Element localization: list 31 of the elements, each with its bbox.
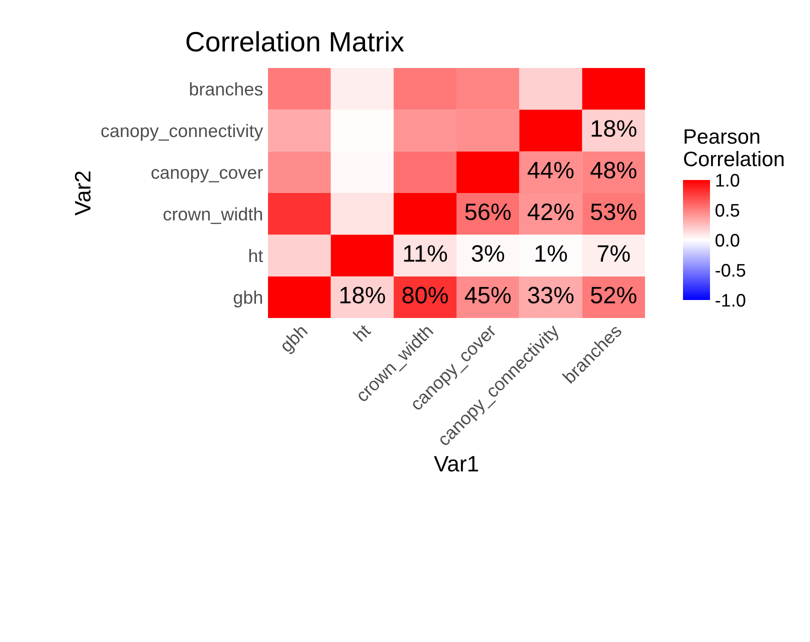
data-label: 53% <box>590 203 636 220</box>
y-tick-label: canopy_cover <box>152 168 263 182</box>
x-axis-title: Var1 <box>434 456 478 472</box>
y-tick-label: branches <box>190 82 262 96</box>
color-bar-label: 1.0 <box>716 174 740 187</box>
data-label: 48% <box>590 162 636 179</box>
y-axis-title: Var2 <box>74 171 91 216</box>
chart-title: Correlation Matrix <box>186 31 404 52</box>
color-bar-title: Pearson Correlation <box>684 129 784 166</box>
data-label: 33% <box>528 286 574 304</box>
data-label: 80% <box>402 286 448 304</box>
data-label: 44% <box>528 162 574 178</box>
y-tick-label: gbh <box>234 290 262 308</box>
x-tick-label: gbh <box>278 324 310 356</box>
data-label: 45% <box>464 286 511 304</box>
color-bar-label: 0.0 <box>716 234 740 247</box>
y-tick-label: canopy_connectivity <box>101 124 264 141</box>
y-tick-label: ht <box>249 248 264 262</box>
color-bar-label: 0.5 <box>716 204 740 217</box>
data-label: 18% <box>340 286 386 304</box>
data-label: 11% <box>404 245 447 262</box>
color-bar-label: -1.0 <box>716 294 746 307</box>
color-bar-label: -0.5 <box>716 264 746 277</box>
data-label: 56% <box>465 203 511 220</box>
data-label: 18% <box>592 120 636 137</box>
y-tick-label: crown_width <box>164 207 262 224</box>
data-label: 1% <box>535 245 567 262</box>
data-label: 3% <box>472 245 504 262</box>
data-label: 52% <box>590 286 636 304</box>
data-label: 42% <box>528 203 574 220</box>
data-label: 7% <box>598 245 630 262</box>
